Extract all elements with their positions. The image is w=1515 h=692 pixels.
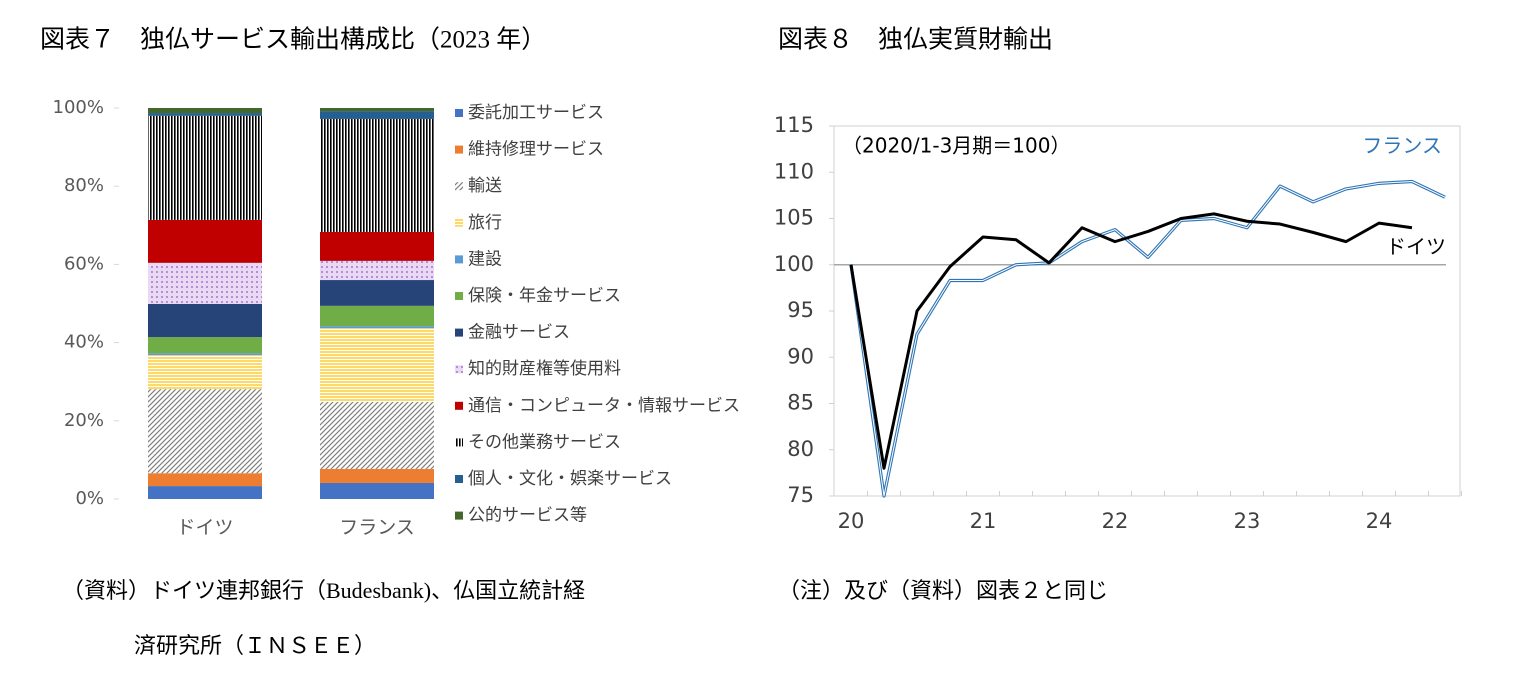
bar-segment	[148, 355, 262, 390]
legend-label: 委託加工サービス	[468, 103, 604, 123]
legend-label: 輸送	[468, 176, 502, 196]
y-tick-label: 85	[787, 391, 814, 415]
bar-segment	[148, 113, 262, 116]
legend-swatch	[455, 511, 463, 520]
source-note: （注）及び（資料）図表２と同じ	[778, 578, 1108, 603]
bar-segment	[148, 337, 262, 354]
bar-segment	[148, 389, 262, 474]
x-tick-label: 24	[1366, 509, 1393, 533]
bar-segment	[320, 482, 434, 499]
legend-swatch	[455, 218, 463, 227]
bar-segment	[320, 326, 434, 329]
y-tick-label: 95	[787, 298, 814, 322]
bar-segment	[320, 118, 434, 232]
legend-swatch	[455, 438, 463, 447]
legend-label: 個人・文化・娯楽サービス	[468, 469, 672, 489]
bar-segment	[148, 262, 262, 304]
source-note: 済研究所（ＩＮＳＥＥ）	[134, 633, 376, 658]
x-tick-label: 22	[1102, 509, 1129, 533]
chart-title: 図表７ 独仏サービス輸出構成比（2023 年）	[40, 26, 546, 54]
series-label: ドイツ	[1386, 235, 1446, 259]
legend-label: 公的サービス等	[468, 506, 587, 526]
plot-frame	[833, 125, 1461, 497]
y-tick-label: 75	[787, 483, 814, 507]
bar-segment	[148, 353, 262, 356]
legend-label: その他業務サービス	[468, 432, 621, 452]
legend-swatch	[455, 328, 463, 337]
bar-segment	[148, 115, 262, 220]
legend-label: 旅行	[468, 213, 502, 233]
legend-swatch	[455, 292, 463, 300]
series-line	[849, 212, 1413, 470]
y-tick-label: 80%	[64, 175, 104, 196]
legend-label: 保険・年金サービス	[468, 286, 621, 306]
bar-segment	[148, 486, 262, 499]
x-tick-label: 23	[1234, 509, 1261, 533]
bar-segment	[320, 108, 434, 112]
legend-label: 通信・コンピュータ・情報サービス	[468, 396, 740, 416]
bar-segment	[148, 473, 262, 487]
bar-segment	[320, 468, 434, 483]
bar-segment	[148, 219, 262, 263]
y-tick-label: 100	[774, 252, 814, 276]
bar-segment	[148, 303, 262, 338]
x-tick-label: ドイツ	[176, 517, 233, 539]
bar-segment	[320, 280, 434, 306]
y-tick-label: 90	[787, 344, 814, 368]
bar-segment	[320, 231, 434, 261]
legend-swatch	[455, 365, 463, 374]
legend-label: 維持修理サービス	[468, 140, 604, 160]
bar-segment	[320, 260, 434, 281]
x-tick-label: 21	[970, 509, 997, 533]
bar-segment	[320, 111, 434, 119]
y-tick-label: 20%	[64, 410, 104, 431]
series-line	[849, 179, 1446, 498]
y-tick-label: 0%	[75, 488, 104, 509]
legend-swatch	[455, 255, 463, 264]
chart-title: 図表８ 独仏実質財輸出	[778, 26, 1053, 54]
legend-swatch	[455, 109, 463, 117]
source-note: （資料）ドイツ連邦銀行（Budesbank)、仏国立統計経	[62, 578, 585, 603]
legend-swatch	[455, 401, 463, 410]
bar-segment	[148, 108, 262, 114]
y-tick-label: 115	[774, 113, 814, 137]
x-tick-label: 20	[838, 509, 865, 533]
bar-segment	[320, 305, 434, 327]
bar-segment	[320, 328, 434, 403]
legend-label: 建設	[468, 249, 502, 269]
annotation: （2020/1-3月期＝100）	[842, 134, 1070, 158]
series-line-highlight	[850, 181, 1446, 497]
series-label: フランス	[1362, 134, 1442, 158]
x-tick-label: フランス	[339, 517, 415, 539]
bar-segment	[320, 402, 434, 469]
y-tick-label: 40%	[64, 332, 104, 353]
y-tick-label: 60%	[64, 253, 104, 274]
legend-label: 知的財産権等使用料	[468, 358, 621, 379]
legend-swatch	[455, 475, 463, 483]
y-tick-label: 105	[774, 206, 814, 230]
legend-swatch	[455, 145, 463, 154]
legend-label: 金融サービス	[468, 323, 570, 343]
legend-swatch	[455, 182, 463, 191]
y-tick-label: 80	[787, 437, 814, 461]
y-tick-label: 110	[774, 159, 814, 183]
y-tick-label: 100%	[53, 97, 104, 118]
